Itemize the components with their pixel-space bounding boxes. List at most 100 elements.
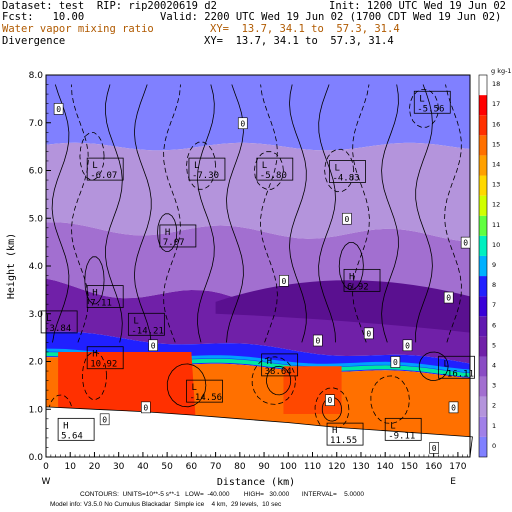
- y-tick-label: 4.0: [29, 262, 44, 272]
- extremum-box: [86, 157, 124, 181]
- extremum-kind: L: [390, 421, 395, 431]
- zero-contour-box: [325, 394, 335, 407]
- extremum-kind: L: [194, 161, 199, 171]
- extremum-value: 38.64: [265, 367, 292, 377]
- colorbar-label: 13: [492, 181, 500, 189]
- zero-contour-label: 0: [446, 294, 451, 303]
- y-tick-label: 1.0: [29, 405, 44, 415]
- colorbar-swatch: [479, 95, 487, 116]
- x-tick-label: 20: [89, 462, 101, 472]
- contour-upper-4: [163, 84, 181, 343]
- zero-contour-box: [443, 291, 454, 304]
- extremum-value: -6.07: [90, 171, 117, 181]
- zero-contour-box: [99, 413, 110, 426]
- extremum-box: [40, 310, 78, 334]
- zero-contour-box: [429, 442, 439, 454]
- zero-contour-box: [363, 327, 374, 340]
- x-tick-label: 120: [328, 462, 345, 472]
- var1-name: Water vapor mixing ratio: [2, 23, 154, 35]
- colorbar-label: 17: [492, 100, 500, 108]
- init-label: Init: 1200 UTC Wed 19 Jun 02: [329, 0, 507, 12]
- extremum-value: 11.55: [330, 436, 357, 446]
- colorbar-label: 16: [492, 120, 500, 128]
- layer-0-1: [46, 75, 470, 151]
- colorbar-label: 18: [492, 80, 500, 88]
- zero-contour-label: 0: [143, 403, 148, 412]
- colorbar-label: 11: [492, 221, 500, 229]
- extremum-value: 7.07: [163, 238, 185, 248]
- colorbar-label: 9: [492, 261, 496, 269]
- contour-cell-0: [79, 132, 105, 181]
- colorbar-label: 6: [492, 321, 496, 329]
- extremum-label-L: L-5.80: [256, 157, 294, 181]
- zero-contour-box: [313, 334, 323, 347]
- extremum-kind: H: [332, 426, 337, 436]
- x-tick-label: 160: [425, 462, 442, 472]
- contour-upper-0: [51, 84, 70, 343]
- extremum-label-L: L-4.83: [329, 160, 366, 184]
- extremum-kind: L: [92, 161, 97, 171]
- zero-contour-label: 0: [315, 337, 320, 346]
- colorbar-swatch: [479, 215, 487, 236]
- zero-contour-label: 0: [102, 415, 107, 424]
- zero-contour-box: [448, 401, 459, 414]
- x-tick-label: 170: [449, 462, 466, 472]
- extremum-box: [127, 312, 165, 336]
- colorbar-swatch: [479, 416, 487, 437]
- colorbar-swatch: [479, 175, 487, 196]
- colorbar-swatch: [479, 135, 487, 156]
- mixing-ratio-field: [46, 75, 470, 452]
- colorbar-label: 5: [492, 341, 496, 349]
- x-tick-label: 100: [280, 462, 297, 472]
- extremum-value: -14.56: [190, 393, 223, 403]
- extremum-box: [57, 417, 95, 441]
- model-info: Model info: V3.5.0 No Cumulus Blackadar …: [50, 501, 282, 508]
- extremum-kind: H: [165, 228, 170, 238]
- colorbar-swatch: [479, 195, 487, 216]
- extremum-box: [329, 160, 366, 183]
- contour-upper-8: [289, 84, 307, 343]
- contour-bl-cell-1: [166, 363, 207, 408]
- var2-xy: XY= 13.7, 34.1 to 57.3, 31.4: [204, 35, 394, 47]
- x-tick-label: 130: [352, 462, 369, 472]
- contour-bl-cell-6: [370, 375, 410, 424]
- extremum-box: [159, 224, 197, 248]
- contour-upper-11: [381, 84, 399, 343]
- extremum-value: -14.21: [131, 326, 164, 336]
- x-tick-label: 150: [401, 462, 418, 472]
- contour-cell-4: [408, 89, 439, 128]
- extremum-kind: L: [419, 94, 424, 104]
- contour-cell-7: [338, 242, 364, 291]
- extremum-kind: L: [444, 359, 449, 369]
- extremum-box: [188, 157, 226, 181]
- extremum-box: [413, 90, 451, 114]
- colorbar-label: 8: [492, 281, 496, 289]
- extremum-value: 5.64: [61, 431, 83, 441]
- extremum-label-H: H5.64: [57, 417, 95, 441]
- y-axis-title: Height (km): [6, 233, 17, 299]
- extremum-kind: H: [92, 350, 97, 360]
- extremum-box: [326, 422, 364, 446]
- extremum-kind: L: [46, 314, 51, 324]
- zero-contour-box: [390, 356, 401, 368]
- extremum-value: -9.11: [388, 431, 415, 441]
- extremum-box: [384, 417, 422, 441]
- extremum-label-L: L-14.56: [186, 379, 223, 403]
- extremum-value: -5.56: [417, 104, 444, 114]
- extremum-box: [261, 353, 299, 377]
- extremum-kind: H: [267, 357, 272, 367]
- colorbar-label: 7: [492, 301, 496, 309]
- y-tick-label: 7.0: [29, 119, 44, 129]
- y-tick-label: 2.0: [29, 358, 44, 368]
- layer-1-2: [46, 142, 470, 242]
- extremum-kind: L: [192, 383, 197, 393]
- fcst-label: Fcst: 10.00: [2, 11, 85, 23]
- colorbar-label: 2: [492, 402, 496, 410]
- contour-upper-2: [105, 84, 123, 343]
- y-tick-label: 6.0: [29, 167, 44, 177]
- zero-contour-box: [460, 236, 471, 249]
- x-tick-label: 40: [137, 462, 149, 472]
- zero-contour-box: [279, 275, 289, 287]
- dry-tongue: [215, 280, 470, 333]
